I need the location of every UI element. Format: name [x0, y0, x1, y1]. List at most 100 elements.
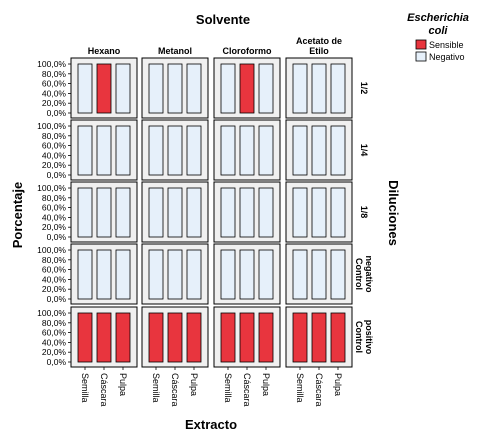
bar-semilla — [220, 63, 236, 114]
panel-1-4-hexano — [70, 119, 138, 181]
x-tick-label-cascara: Cáscara — [99, 373, 109, 407]
x-tick-label-pulpa: Pulpa — [333, 373, 343, 396]
column-header-metanol: Metanol — [158, 46, 192, 56]
panel-1-2-hexano — [70, 57, 138, 119]
y-tick-label: 20,0% — [42, 160, 67, 170]
row-header-1-8: 1/8 — [359, 206, 369, 219]
bar-cascara — [96, 125, 112, 176]
bar-cascara — [96, 249, 112, 300]
column-header-acetato-de-etilo-line2: Etilo — [309, 46, 329, 56]
panel-control-positivo-metanol — [141, 306, 209, 368]
y-tick-label: 0,0% — [47, 108, 67, 118]
y-tick-label: 40,0% — [42, 150, 67, 160]
bar-pulpa — [186, 249, 202, 300]
x-tick-label-pulpa: Pulpa — [189, 373, 199, 396]
bar-semilla — [292, 187, 308, 238]
bar-semilla — [77, 312, 93, 363]
legend-title-line2: coli — [429, 25, 449, 37]
bar-semilla — [148, 63, 164, 114]
y-tick-label: 80,0% — [42, 318, 67, 328]
y-tick-label: 80,0% — [42, 255, 67, 265]
bar-semilla — [77, 187, 93, 238]
panel-1-2-acetato-de-etilo — [285, 57, 353, 119]
bar-cascara — [167, 63, 183, 114]
panel-1-4-cloroformo — [213, 119, 281, 181]
bar-pulpa — [258, 187, 274, 238]
bar-pulpa — [330, 63, 346, 114]
bar-cascara — [96, 187, 112, 238]
panel-control-negativo-acetato-de-etilo — [285, 243, 353, 305]
column-header-hexano: Hexano — [88, 46, 121, 56]
legend-title: Escherichia — [407, 12, 469, 24]
panel-1-2-cloroformo — [213, 57, 281, 119]
y-tick-label: 80,0% — [42, 69, 67, 79]
bar-cascara — [239, 249, 255, 300]
panel-control-positivo-acetato-de-etilo — [285, 306, 353, 368]
y-tick-label: 20,0% — [42, 98, 67, 108]
row-group-title: Diluciones — [386, 180, 401, 246]
bar-semilla — [148, 187, 164, 238]
y-tick-label: 100,0% — [37, 245, 66, 255]
bar-semilla — [77, 125, 93, 176]
bar-pulpa — [186, 63, 202, 114]
x-tick-label-semilla: Semilla — [223, 373, 233, 403]
bar-cascara — [311, 312, 327, 363]
bar-pulpa — [186, 312, 202, 363]
y-tick-label: 0,0% — [47, 294, 67, 304]
panel-control-positivo-cloroformo — [213, 306, 281, 368]
bar-semilla — [148, 249, 164, 300]
panel-1-8-cloroformo — [213, 181, 281, 243]
y-tick-label: 40,0% — [42, 274, 67, 284]
x-tick-label-pulpa: Pulpa — [118, 373, 128, 396]
bar-cascara — [311, 249, 327, 300]
panels: 100,0%80,0%60,0%40,0%20,0%0,0%100,0%80,0… — [37, 57, 353, 407]
panel-1-8-hexano — [70, 181, 138, 243]
y-tick-label: 40,0% — [42, 212, 67, 222]
y-tick-label: 60,0% — [42, 265, 67, 275]
bar-cascara — [167, 312, 183, 363]
y-tick-label: 100,0% — [37, 183, 66, 193]
panel-1-4-acetato-de-etilo — [285, 119, 353, 181]
bar-cascara — [239, 312, 255, 363]
bar-semilla — [292, 312, 308, 363]
bar-pulpa — [258, 249, 274, 300]
x-tick-label-semilla: Semilla — [80, 373, 90, 403]
bar-semilla — [292, 125, 308, 176]
panel-control-negativo-hexano — [70, 243, 138, 305]
x-tick-label-semilla: Semilla — [295, 373, 305, 403]
bar-cascara — [96, 312, 112, 363]
column-header-acetato-de-etilo: Acetato de — [296, 36, 342, 46]
bar-pulpa — [115, 312, 131, 363]
bar-pulpa — [115, 187, 131, 238]
panel-control-negativo-cloroformo — [213, 243, 281, 305]
y-tick-label: 60,0% — [42, 79, 67, 89]
bar-pulpa — [115, 125, 131, 176]
bar-semilla — [148, 125, 164, 176]
legend-swatch-sensible — [415, 39, 427, 50]
y-tick-label: 0,0% — [47, 170, 67, 180]
bar-pulpa — [258, 63, 274, 114]
row-header-control-positivo-line2: positivo — [364, 320, 374, 355]
y-tick-label: 60,0% — [42, 328, 67, 338]
y-tick-label: 0,0% — [47, 232, 67, 242]
bar-cascara — [167, 249, 183, 300]
y-tick-label: 100,0% — [37, 308, 66, 318]
y-tick-label: 20,0% — [42, 222, 67, 232]
bar-cascara — [239, 187, 255, 238]
x-tick-label-cascara: Cáscara — [170, 373, 180, 407]
bar-cascara — [96, 63, 112, 114]
bar-pulpa — [330, 187, 346, 238]
bar-pulpa — [115, 63, 131, 114]
legend-swatch-negativo — [415, 51, 427, 62]
legend-label-sensible: Sensible — [429, 40, 464, 50]
bar-cascara — [311, 125, 327, 176]
y-tick-label: 100,0% — [37, 121, 66, 131]
bar-pulpa — [330, 125, 346, 176]
bar-semilla — [220, 312, 236, 363]
y-tick-label: 20,0% — [42, 284, 67, 294]
y-tick-label: 40,0% — [42, 88, 67, 98]
